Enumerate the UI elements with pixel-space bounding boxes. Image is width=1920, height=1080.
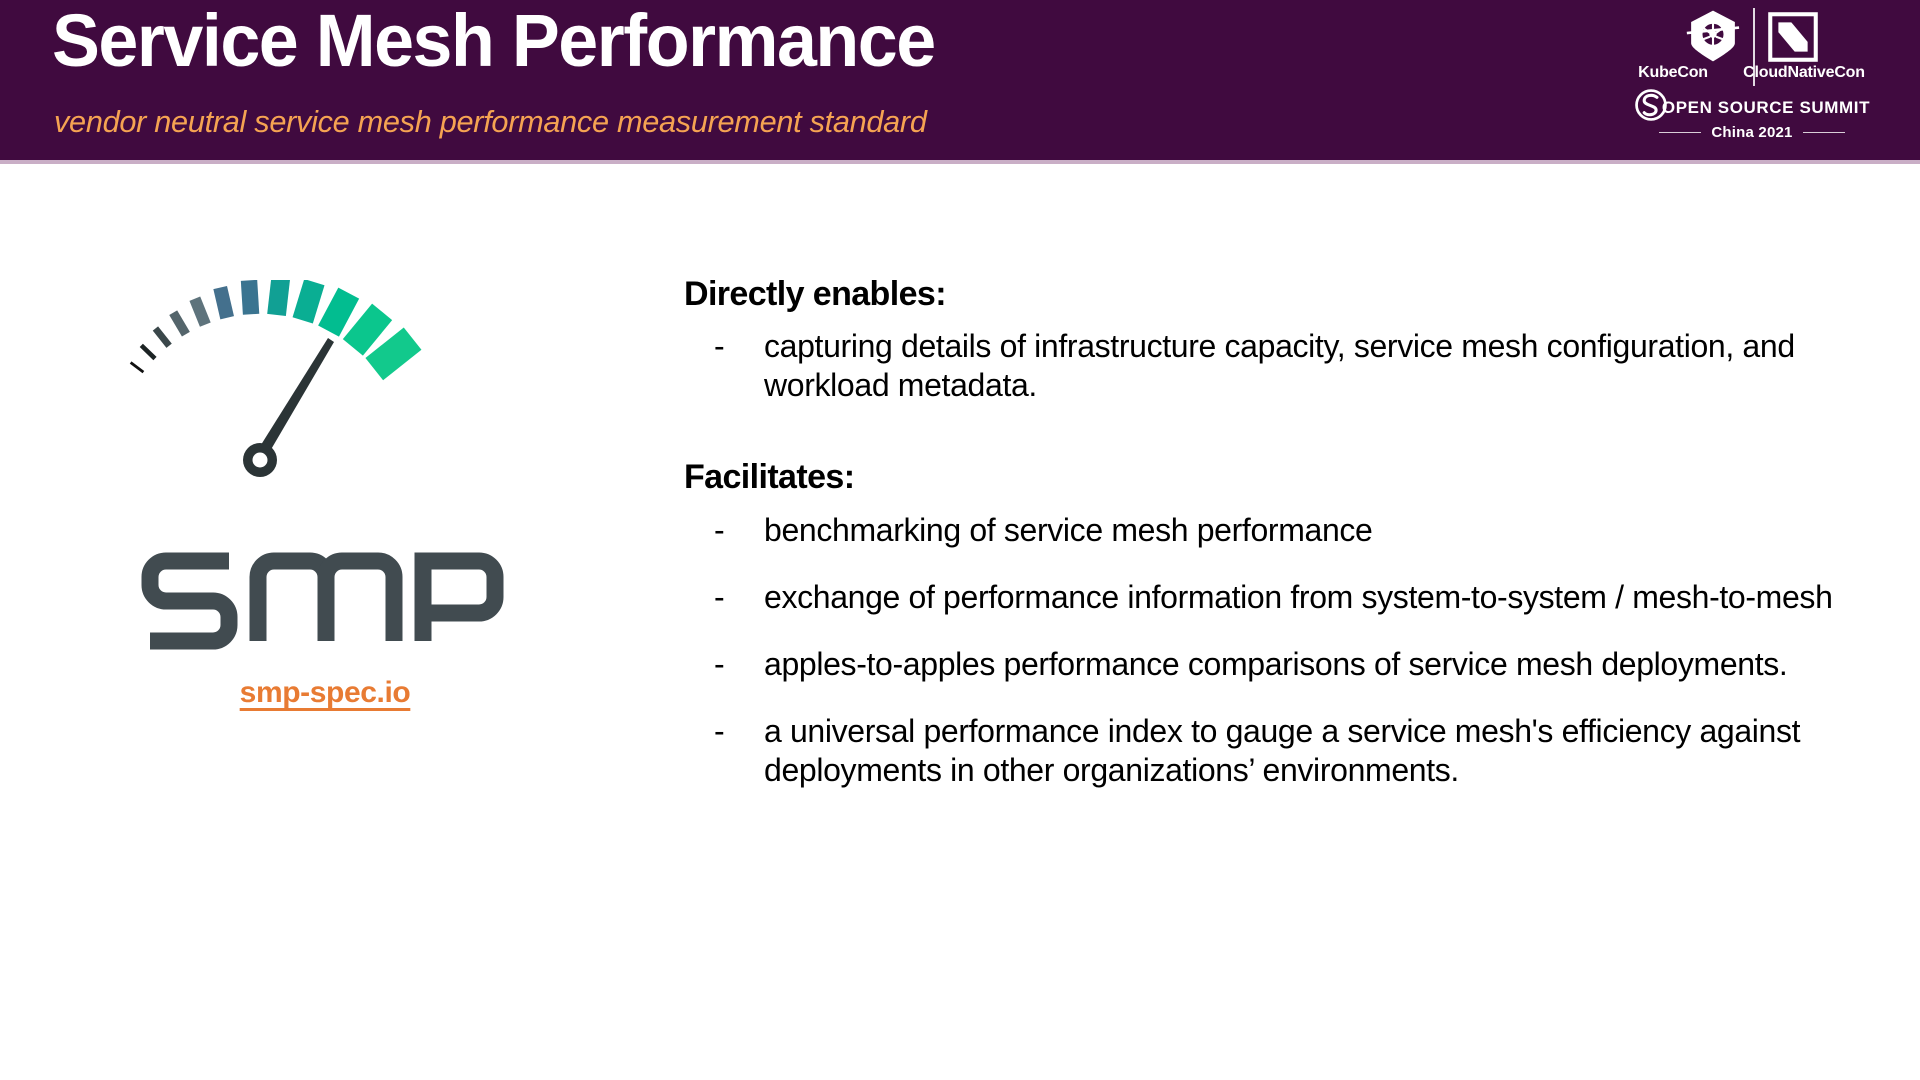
- logo-rule-left: [1659, 132, 1702, 133]
- bullet-marker: -: [714, 578, 725, 615]
- bullet-text: benchmarking of service mesh performance: [764, 511, 1373, 548]
- logo-divider: [1753, 8, 1755, 86]
- bullet-text: a universal performance index to gauge a…: [764, 712, 1801, 788]
- kubecon-label: KubeCon: [1638, 64, 1708, 81]
- event-logo-marks-row: [1628, 8, 1876, 88]
- smp-logo-block: smp-spec.io: [100, 280, 550, 710]
- bullet-marker: -: [714, 328, 725, 365]
- event-location-row: China 2021: [1628, 124, 1876, 141]
- list-item: - apples-to-apples performance compariso…: [684, 645, 1874, 684]
- gauge-wrap: [100, 280, 550, 550]
- bullet-text: exchange of performance information from…: [764, 578, 1833, 615]
- bullet-text: capturing details of infrastructure capa…: [764, 328, 1795, 404]
- list-item: - benchmarking of service mesh performan…: [684, 511, 1874, 550]
- cloudnativecon-label: CloudNativeCon: [1743, 64, 1865, 81]
- header-bar: Service Mesh Performance vendor neutral …: [0, 0, 1920, 164]
- event-logo-names: KubeCon CloudNativeCon: [1628, 64, 1876, 82]
- bullet-marker: -: [714, 712, 725, 749]
- event-location-year: China 2021: [1711, 124, 1793, 141]
- cncf-icon: [1767, 8, 1819, 63]
- list-item: - capturing details of infrastructure ca…: [684, 327, 1874, 405]
- list-item: - exchange of performance information fr…: [684, 578, 1874, 617]
- section-heading-directly-enables: Directly enables:: [684, 275, 947, 313]
- smp-wordmark: [100, 544, 550, 654]
- open-source-summit-row: OPEN SOURCE SUMMIT: [1628, 88, 1876, 127]
- bullet-text: apples-to-apples performance comparisons…: [764, 645, 1788, 682]
- section-heading-facilitates: Facilitates:: [684, 458, 855, 497]
- content-column: Directly enables: - capturing details of…: [684, 275, 1874, 790]
- bullet-list-facilitates: - benchmarking of service mesh performan…: [684, 511, 1874, 790]
- page-subtitle: vendor neutral service mesh performance …: [54, 104, 927, 139]
- page-title: Service Mesh Performance: [52, 0, 936, 82]
- speedometer-gauge-icon: [100, 280, 550, 550]
- smp-spec-link[interactable]: smp-spec.io: [239, 676, 411, 709]
- bullet-list-directly-enables: - capturing details of infrastructure ca…: [684, 327, 1874, 405]
- bullet-marker: -: [714, 511, 725, 548]
- list-item: - a universal performance index to gauge…: [684, 712, 1874, 790]
- event-logo: KubeCon CloudNativeCon OPEN SOURCE SUMMI…: [1628, 8, 1876, 156]
- header-underline: [0, 160, 1920, 164]
- kubernetes-icon: [1685, 8, 1741, 64]
- open-source-summit-label: OPEN SOURCE SUMMIT: [1661, 97, 1871, 117]
- open-source-summit-s-icon: [1634, 88, 1668, 127]
- bullet-marker: -: [714, 645, 725, 682]
- logo-rule-right: [1802, 132, 1845, 133]
